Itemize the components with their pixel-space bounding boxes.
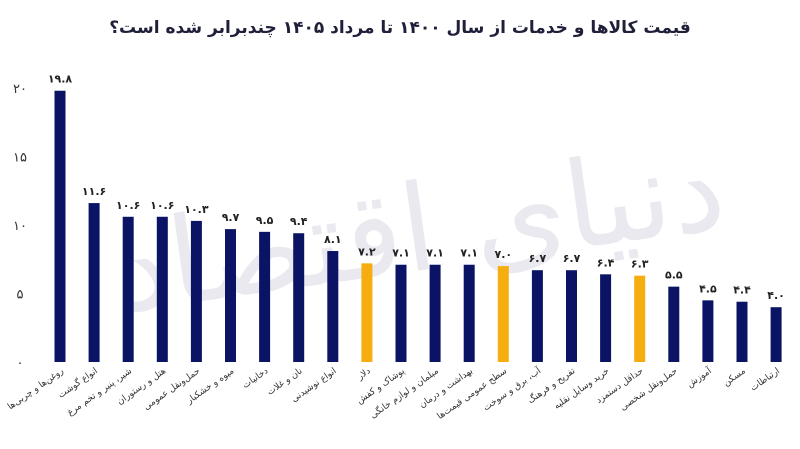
data-label: ۱۰.۶ <box>116 199 140 212</box>
data-label: ۷.۱ <box>426 247 444 260</box>
bar <box>88 203 100 362</box>
data-label: ۵.۵ <box>665 269 683 282</box>
bar <box>259 231 271 362</box>
bars-group <box>54 90 782 363</box>
bar <box>395 264 407 362</box>
bar <box>634 275 646 362</box>
bar <box>156 216 168 362</box>
y-tick-label: ۲۰ <box>13 82 27 97</box>
category-label: ارتباطات <box>749 366 782 393</box>
category-label: روغن‌ها و چربی‌ها <box>6 366 66 412</box>
data-label: ۱۰.۶ <box>150 199 174 212</box>
bar <box>736 301 748 362</box>
data-label: ۴.۴ <box>733 284 751 297</box>
bar <box>770 307 782 362</box>
y-tick-label: ۱۵ <box>13 151 27 166</box>
data-label: ۸.۱ <box>324 233 342 246</box>
data-label: ۱۹.۸ <box>48 73 73 86</box>
category-label: مسکن <box>722 366 748 388</box>
bar <box>463 264 475 362</box>
data-label: ۶.۳ <box>631 258 649 271</box>
bar <box>122 216 134 362</box>
bar <box>429 264 441 362</box>
value-labels-group: ۱۹.۸ ۱۱.۶ ۱۰.۶ ۱۰.۶ ۱۰.۳ ۹.۷ ۹.۵ ۹.۴ ۸.۱ ۷.۲ ۷.۱ ۷.… <box>48 73 785 302</box>
bar <box>293 233 305 362</box>
data-label: ۶.۷ <box>529 252 547 265</box>
data-label: ۴.۵ <box>699 282 717 295</box>
data-label: ۷.۱ <box>460 247 478 260</box>
bar <box>497 266 509 362</box>
data-label: ۷.۲ <box>358 245 376 258</box>
data-label: ۱۰.۳ <box>184 203 209 216</box>
data-label: ۶.۴ <box>597 256 615 269</box>
bar <box>566 270 577 362</box>
y-tick-label: ۵ <box>17 288 24 303</box>
bar <box>54 90 66 363</box>
bar <box>702 300 714 362</box>
category-label: آموزش <box>684 364 714 390</box>
y-axis: ۰ ۵ ۱۰ ۱۵ ۲۰ <box>13 82 27 371</box>
chart-title: قیمت کالاها و خدمات از سال ۱۴۰۰ تا مرداد… <box>109 18 691 38</box>
category-label: حمل‌ونقل شخصی <box>619 366 680 413</box>
bar <box>361 263 373 362</box>
bar <box>668 286 680 362</box>
data-label: ۷.۰ <box>494 248 512 261</box>
data-label: ۹.۴ <box>290 215 308 228</box>
category-label: آب، برق و سوخت <box>481 364 544 413</box>
data-label: ۷.۱ <box>392 247 410 260</box>
category-label: دخانیات <box>241 366 270 391</box>
bar <box>190 220 202 362</box>
y-tick-label: ۰ <box>17 356 24 371</box>
category-label: دلار <box>355 366 373 383</box>
data-label: ۹.۵ <box>256 214 274 227</box>
data-label: ۱۱.۶ <box>82 185 106 198</box>
bar <box>327 251 339 362</box>
bar <box>225 229 236 362</box>
data-label: ۴.۰ <box>767 289 785 302</box>
y-tick-label: ۱۰ <box>13 219 27 234</box>
bar <box>600 274 612 362</box>
data-label: ۹.۷ <box>222 211 240 224</box>
data-label: ۶.۷ <box>563 252 581 265</box>
bar <box>531 270 543 362</box>
